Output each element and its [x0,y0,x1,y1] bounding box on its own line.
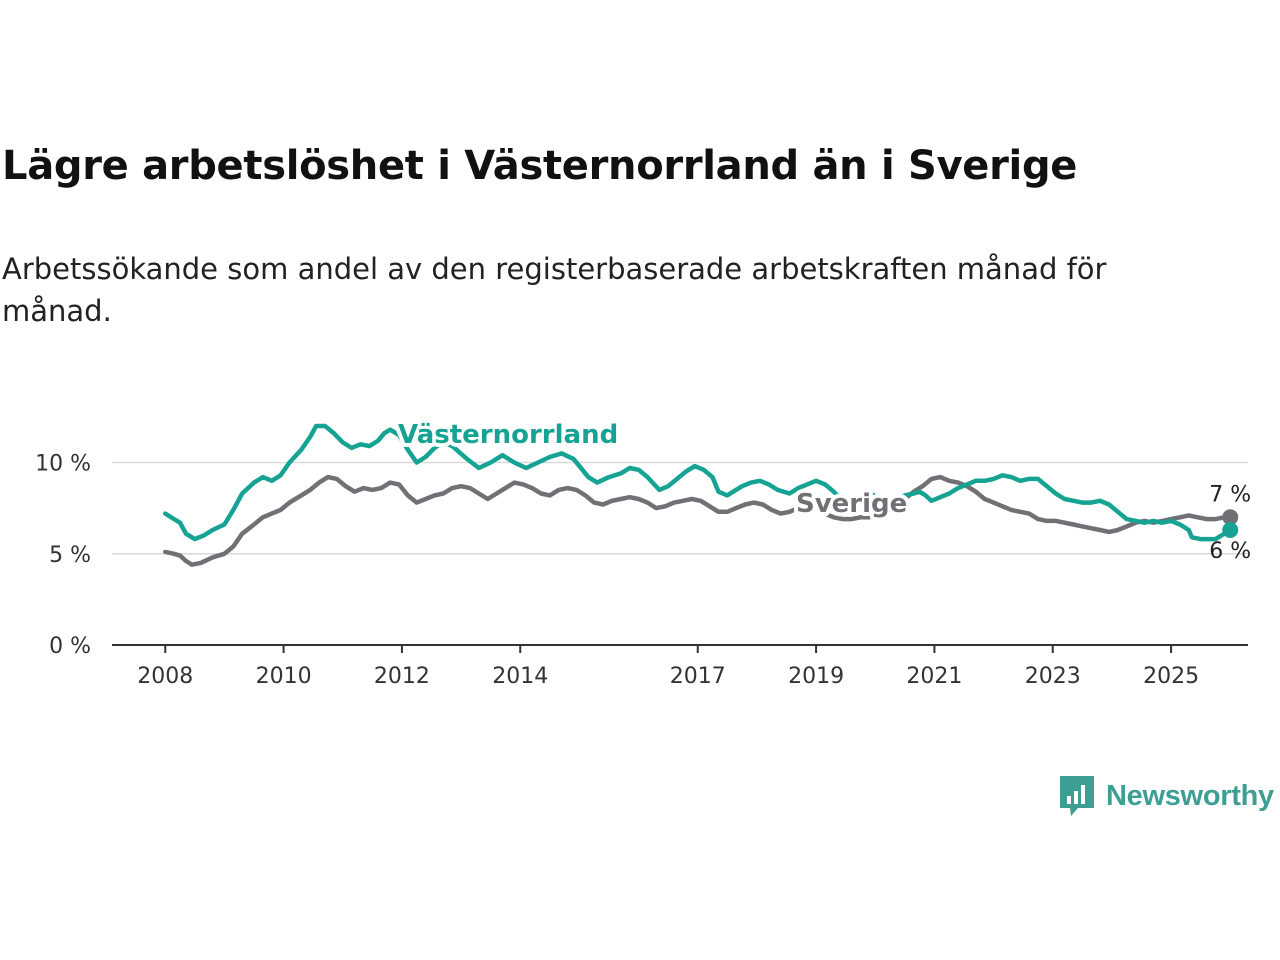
newsworthy-logo-icon [1060,776,1094,816]
x-tick-label: 2019 [788,664,844,689]
x-tick-label: 2021 [906,664,962,689]
x-tick-label: 2012 [374,664,430,689]
end-value-label: 6 % [1209,539,1251,564]
series-name-label: Västernorrland [398,420,618,450]
y-tick-label: 10 % [35,452,91,477]
chart-subtitle: Arbetssökande som andel av den registerb… [2,252,1107,328]
x-axis: 2008 2010 2012 2014 2017 2019 2021 2023 2025 [112,644,1248,689]
x-tick-label: 2025 [1143,664,1199,689]
brand-name: Newsworthy [1106,779,1274,812]
x-tick-label: 2014 [492,664,548,689]
series-labels: Västernorrland Sverige 7 % 6 % [394,416,1251,564]
series-line-vasternorrland [163,423,1233,542]
chart-title: Lägre arbetslöshet i Västernorrland än i… [2,143,1078,189]
series-line-sverige [163,474,1233,567]
y-tick-label: 5 % [49,543,91,568]
end-point-sverige [1222,509,1239,526]
series-name-label: Sverige [796,489,907,519]
x-tick-label: 2023 [1025,664,1081,689]
gridlines [112,461,1248,555]
x-tick-label: 2017 [670,664,726,689]
y-axis-ticks: 0 % 5 % 10 % [35,452,91,660]
brand-logo: Newsworthy [1058,774,1274,818]
end-value-label: 7 % [1209,482,1251,507]
end-point-vasternorrland [1222,522,1239,539]
x-tick-label: 2010 [256,664,312,689]
x-tick-label: 2008 [137,664,193,689]
series-lines [163,423,1239,567]
y-tick-label: 0 % [49,634,91,659]
